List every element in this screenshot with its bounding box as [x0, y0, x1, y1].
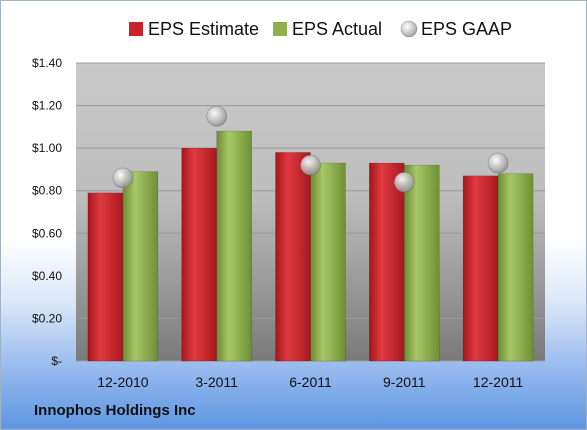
legend-label: EPS GAAP — [421, 19, 512, 39]
y-tick-label: $0.80 — [32, 184, 62, 198]
marker-eps-gaap — [487, 152, 509, 174]
marker-eps-gaap — [206, 105, 227, 127]
bar-eps-actual — [404, 164, 440, 362]
legend: EPS Estimate EPS Actual EPS GAAP — [129, 19, 512, 39]
bar-eps-actual — [310, 162, 346, 362]
x-tick-label: 3-2011 — [195, 374, 238, 390]
y-tick-label: $0.60 — [32, 226, 62, 240]
x-tick-label: 6-2011 — [289, 374, 332, 390]
bar-eps-estimate — [462, 175, 499, 362]
y-tick-label: $0.40 — [32, 269, 62, 283]
gaap-markers — [112, 105, 509, 193]
y-tick-label: $1.00 — [32, 141, 62, 155]
legend-swatch-eps-gaap — [400, 20, 418, 38]
bar-eps-estimate — [369, 162, 405, 362]
legend-swatch-eps-estimate — [129, 22, 143, 36]
bar-eps-actual — [497, 173, 534, 362]
y-tick-label: $1.20 — [32, 99, 62, 113]
marker-eps-gaap — [112, 167, 134, 189]
x-tick-label: 12-2010 — [97, 374, 149, 390]
legend-swatch-eps-actual — [273, 22, 287, 36]
legend-label: EPS Estimate — [148, 19, 259, 39]
marker-eps-gaap — [393, 171, 415, 193]
y-tick-label: $- — [51, 354, 62, 368]
y-tick-label: $0.20 — [32, 311, 62, 325]
legend-label: EPS Actual — [292, 19, 382, 39]
x-axis-labels: 12-2010 3-2011 6-2011 9-2011 12-2011 — [97, 374, 523, 390]
x-tick-label: 9-2011 — [383, 374, 426, 390]
bar-eps-actual — [216, 130, 252, 362]
bar-eps-estimate — [275, 152, 311, 362]
bars — [87, 130, 534, 362]
x-tick-label: 12-2011 — [473, 374, 524, 390]
y-tick-label: $1.40 — [32, 56, 62, 70]
bar-eps-estimate — [87, 192, 124, 362]
bar-eps-estimate — [181, 147, 217, 362]
y-axis-ticks: $1.40 $1.20 $1.00 $0.80 $0.60 $0.40 $0.20 $- — [32, 56, 62, 368]
bar-eps-actual — [122, 171, 159, 362]
company-name: Innophos Holdings Inc — [34, 402, 196, 419]
marker-eps-gaap — [300, 154, 321, 176]
